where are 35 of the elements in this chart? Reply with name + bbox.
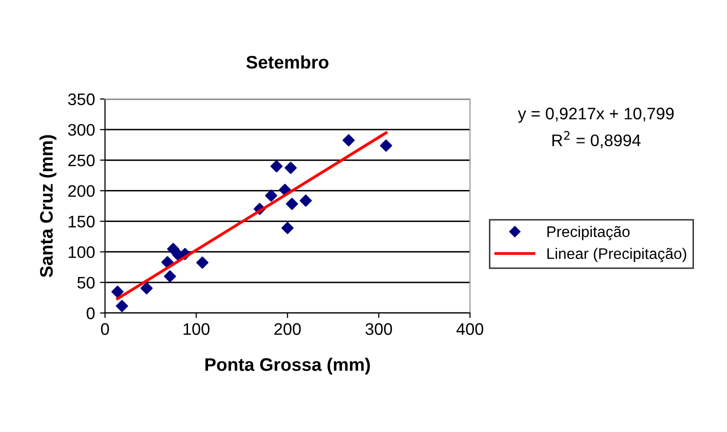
chart-title: Setembro — [246, 55, 328, 69]
text: R$^{2}$ = 0,8994 — [552, 131, 641, 148]
point — [196, 256, 208, 269]
y-tick-label: 250 — [68, 154, 95, 166]
y-tick-label: 300 — [68, 124, 95, 136]
y-tick-label: 50 — [77, 276, 95, 289]
point — [167, 242, 180, 256]
point — [270, 160, 283, 172]
point — [286, 198, 298, 210]
x-tick-label: 0 — [101, 323, 109, 335]
point — [342, 134, 355, 146]
point — [116, 300, 128, 312]
x-tick-label: 400 — [456, 323, 484, 335]
point — [284, 162, 297, 174]
point — [164, 270, 176, 282]
y-axis-title: Santa Cruz (mm) — [40, 135, 56, 278]
text: y = 0,9217x + 10,799 — [518, 108, 674, 123]
legend-label: Linear (Precipitação) — [547, 248, 686, 262]
point — [161, 256, 174, 268]
point — [380, 140, 392, 152]
point — [111, 286, 124, 298]
y-tick-label: 350 — [68, 93, 95, 106]
x-tick-label: 200 — [274, 323, 301, 335]
point — [140, 282, 153, 294]
legend-label: Precipitação — [547, 226, 630, 240]
x-axis-title: Ponta Grossa (mm) — [205, 358, 370, 375]
point — [265, 190, 278, 202]
y-tick-label: 0 — [86, 307, 95, 320]
point — [281, 222, 294, 234]
y-tick-label: 150 — [68, 216, 95, 228]
y-tick-label: 200 — [68, 185, 95, 197]
x-tick-label: 100 — [184, 323, 210, 335]
x-tick-label: 300 — [365, 323, 392, 335]
point — [300, 194, 312, 207]
y-tick-label: 100 — [68, 246, 95, 258]
